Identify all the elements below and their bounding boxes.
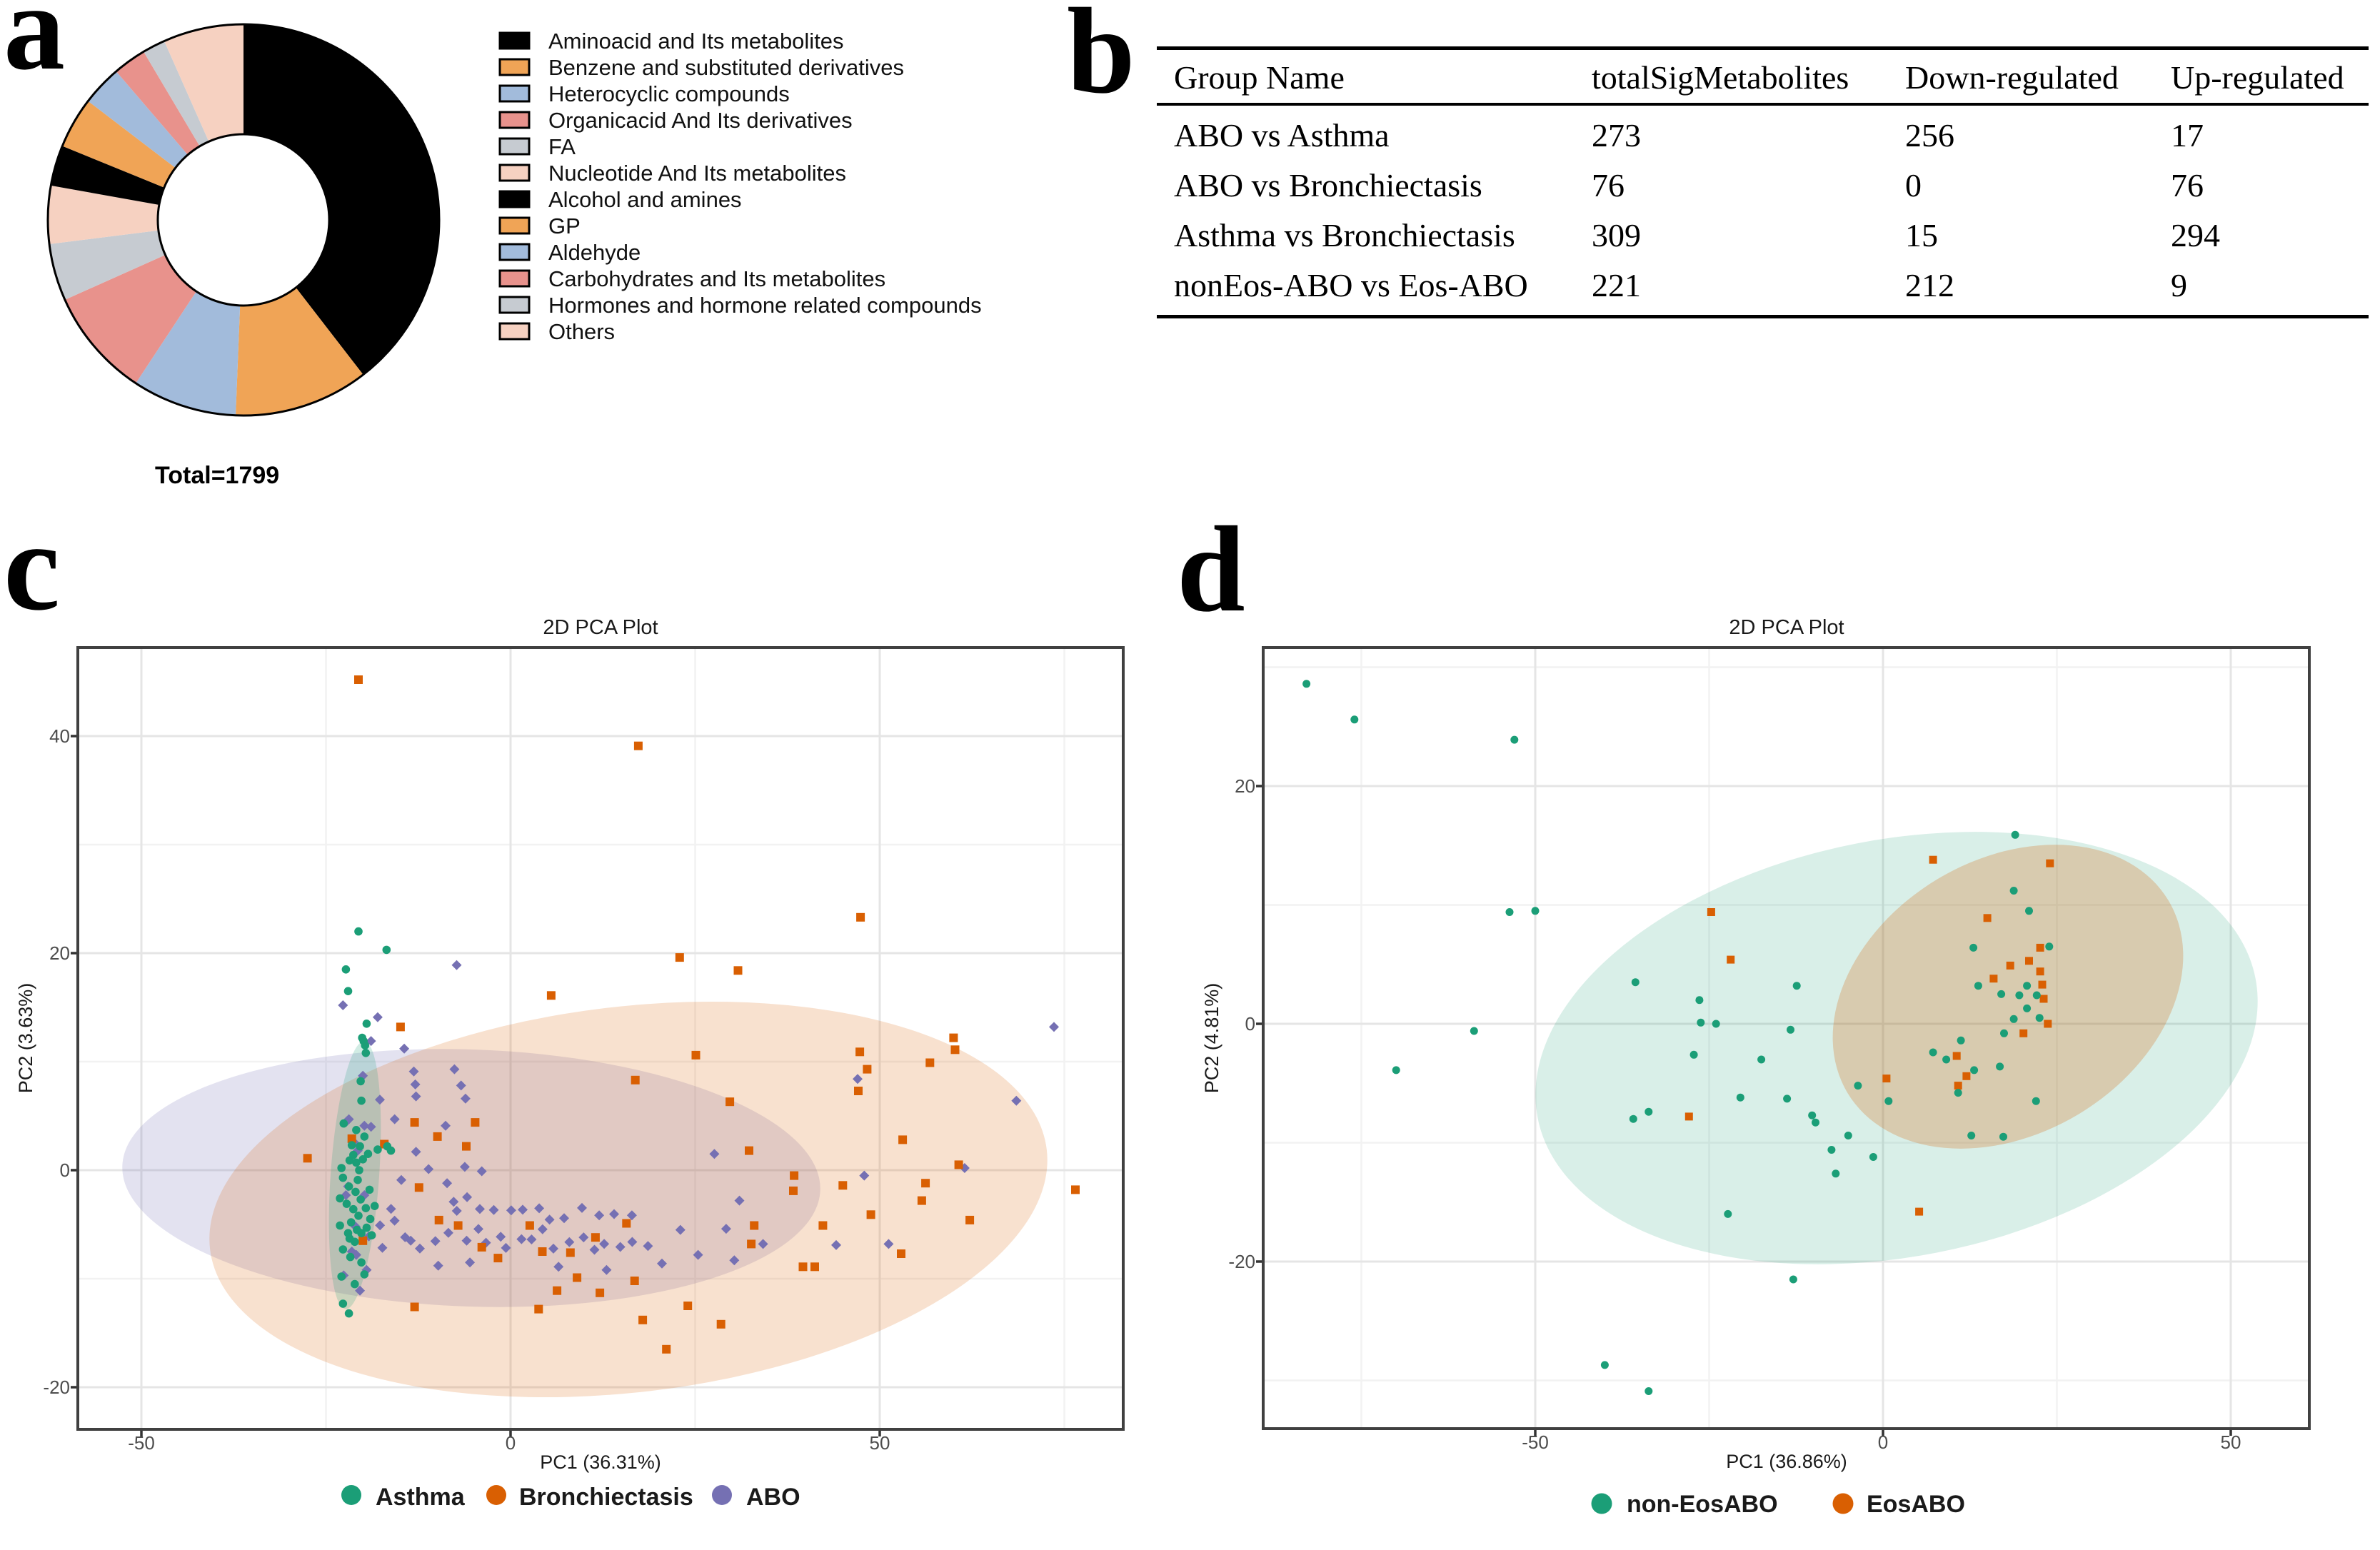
svg-text:b: b [1067, 0, 1135, 119]
svg-text:0: 0 [60, 1159, 70, 1181]
svg-text:EosABO: EosABO [1867, 1491, 1965, 1518]
svg-text:FA: FA [548, 134, 576, 159]
svg-text:Aminoacid and Its metabolites: Aminoacid and Its metabolites [548, 29, 844, 54]
svg-text:20: 20 [49, 942, 70, 964]
svg-text:Total=1799: Total=1799 [155, 462, 279, 489]
svg-text:Others: Others [548, 319, 615, 344]
svg-text:Group Name: Group Name [1174, 59, 1345, 96]
svg-text:0: 0 [506, 1432, 516, 1454]
svg-text:76: 76 [2171, 167, 2204, 203]
svg-text:2D PCA Plot: 2D PCA Plot [1729, 616, 1844, 639]
svg-text:-20: -20 [1228, 1251, 1255, 1272]
svg-text:Asthma: Asthma [376, 1484, 466, 1511]
svg-text:76: 76 [1592, 167, 1625, 203]
svg-text:totalSigMetabolites: totalSigMetabolites [1592, 59, 1849, 96]
svg-text:Hormones and hormone related c: Hormones and hormone related compounds [548, 293, 982, 318]
svg-text:273: 273 [1592, 117, 1641, 154]
svg-text:256: 256 [1905, 117, 1954, 154]
svg-text:309: 309 [1592, 217, 1641, 253]
svg-text:50: 50 [2221, 1431, 2241, 1453]
svg-text:PC1 (36.86%): PC1 (36.86%) [1726, 1451, 1847, 1472]
svg-text:non-EosABO: non-EosABO [1627, 1491, 1778, 1518]
svg-text:ABO: ABO [746, 1484, 800, 1511]
svg-text:2D PCA Plot: 2D PCA Plot [543, 616, 658, 639]
svg-text:221: 221 [1592, 267, 1641, 303]
svg-text:9: 9 [2171, 267, 2187, 303]
svg-text:GP: GP [548, 213, 581, 238]
svg-text:Benzene and substituted deriva: Benzene and substituted derivatives [548, 55, 904, 80]
svg-text:17: 17 [2171, 117, 2204, 154]
svg-text:Asthma vs Bronchiectasis: Asthma vs Bronchiectasis [1174, 217, 1515, 253]
svg-text:PC1 (36.31%): PC1 (36.31%) [540, 1451, 661, 1473]
svg-text:c: c [4, 495, 60, 637]
svg-text:Organicacid And Its derivative: Organicacid And Its derivatives [548, 108, 853, 133]
svg-text:ABO vs Asthma: ABO vs Asthma [1174, 117, 1390, 154]
svg-text:nonEos-ABO vs Eos-ABO: nonEos-ABO vs Eos-ABO [1174, 267, 1528, 303]
svg-text:Heterocyclic compounds: Heterocyclic compounds [548, 81, 790, 106]
svg-text:50: 50 [870, 1432, 890, 1454]
svg-text:a: a [4, 0, 65, 96]
svg-text:20: 20 [1235, 775, 1255, 797]
svg-text:ABO vs Bronchiectasis: ABO vs Bronchiectasis [1174, 167, 1482, 203]
svg-text:-50: -50 [1522, 1431, 1549, 1453]
svg-text:0: 0 [1878, 1431, 1888, 1453]
svg-text:Down-regulated: Down-regulated [1905, 59, 2119, 96]
svg-text:Up-regulated: Up-regulated [2171, 59, 2344, 96]
svg-text:Alcohol and amines: Alcohol and amines [548, 187, 742, 212]
svg-text:Bronchiectasis: Bronchiectasis [519, 1484, 693, 1511]
svg-text:294: 294 [2171, 217, 2220, 253]
svg-text:-20: -20 [43, 1377, 70, 1398]
svg-text:PC2 (3.63%): PC2 (3.63%) [15, 983, 36, 1094]
svg-text:d: d [1177, 502, 1245, 638]
svg-text:40: 40 [49, 725, 70, 747]
svg-text:0: 0 [1245, 1013, 1255, 1035]
svg-text:Carbohydrates and Its metaboli: Carbohydrates and Its metabolites [548, 266, 885, 291]
svg-text:PC2 (4.81%): PC2 (4.81%) [1201, 983, 1222, 1094]
svg-text:Nucleotide And Its metabolites: Nucleotide And Its metabolites [548, 161, 846, 186]
svg-text:0: 0 [1905, 167, 1922, 203]
svg-text:15: 15 [1905, 217, 1938, 253]
svg-text:Aldehyde: Aldehyde [548, 240, 641, 265]
svg-text:212: 212 [1905, 267, 1954, 303]
svg-text:-50: -50 [128, 1432, 155, 1454]
